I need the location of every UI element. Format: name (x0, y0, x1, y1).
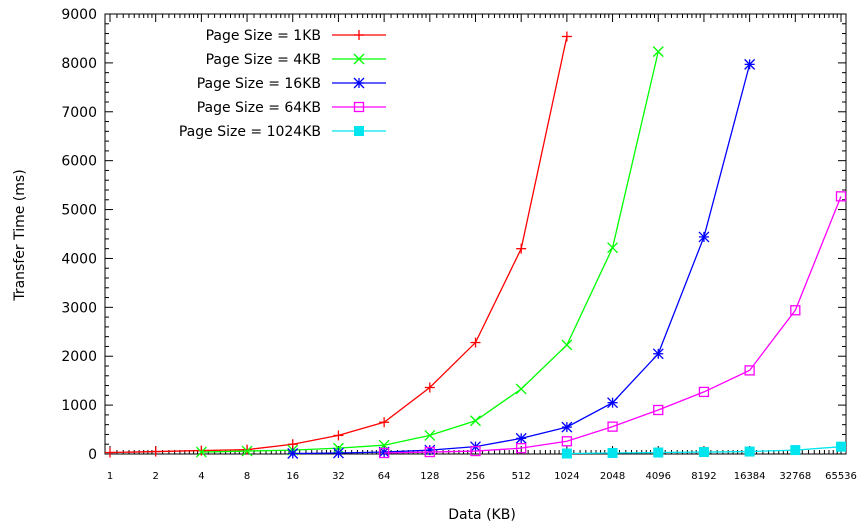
data-point (470, 415, 481, 427)
x-tick-label: 4 (198, 471, 204, 482)
y-tick-label: 0 (88, 447, 97, 463)
data-point (516, 243, 527, 254)
y-tick-label: 1000 (61, 398, 97, 414)
series-line (384, 196, 842, 454)
data-point (561, 339, 573, 351)
y-tick-label: 3000 (61, 300, 97, 316)
data-point (607, 397, 619, 409)
x-tick-label: 65536 (825, 471, 857, 482)
y-axis-ticks: 0 1000 2000 3000 4000 5000 6000 7000 8000 9000 (61, 7, 846, 463)
data-point (561, 31, 572, 42)
data-point (424, 382, 435, 393)
data-point (150, 446, 161, 457)
data-point (836, 441, 846, 452)
x-tick-label: 8192 (691, 471, 716, 482)
legend-label: Page Size = 16KB (197, 76, 321, 92)
y-tick-label: 4000 (61, 251, 97, 267)
x-tick-label: 1 (107, 471, 113, 482)
series-group (105, 31, 847, 459)
x-tick-label: 512 (512, 471, 531, 482)
data-point (241, 445, 253, 457)
y-axis-title: Transfer Time (ms) (12, 169, 28, 301)
x-tick-label: 1024 (554, 471, 579, 482)
data-point (561, 436, 573, 447)
data-point (561, 421, 573, 433)
data-point (379, 417, 390, 428)
data-point (607, 242, 619, 254)
data-point (105, 447, 115, 458)
series-line (292, 64, 751, 455)
legend: Page Size = 1KB Page Size = 4KB Page Size … (179, 28, 386, 140)
x-tick-label: 32768 (779, 471, 811, 482)
x-tick-label: 32 (332, 471, 345, 482)
data-point (653, 404, 664, 416)
x-tick-label: 8 (244, 471, 250, 482)
legend-swatch-marker (354, 126, 364, 136)
x-tick-label: 256 (466, 471, 485, 482)
data-point (515, 383, 527, 395)
y-tick-label: 5000 (61, 203, 97, 219)
y-tick-label: 7000 (61, 105, 97, 121)
x-tick-label: 128 (420, 471, 439, 482)
data-point (835, 191, 847, 202)
x-tick-label: 64 (378, 471, 391, 482)
data-point (698, 386, 710, 398)
data-point (607, 421, 618, 432)
data-point (653, 447, 664, 458)
data-point (652, 46, 664, 58)
y-tick-label: 9000 (61, 7, 97, 23)
data-point (652, 348, 664, 360)
y-tick-label: 2000 (61, 349, 97, 365)
data-point (196, 445, 207, 456)
data-point (698, 231, 710, 243)
legend-swatch-marker (353, 101, 365, 113)
series-5 (561, 441, 846, 459)
series-1 (105, 31, 572, 458)
data-point (515, 432, 527, 444)
x-tick-label: 4096 (646, 471, 671, 482)
data-point (195, 446, 207, 458)
data-point (790, 445, 801, 456)
series-3 (287, 58, 756, 459)
data-point (744, 446, 755, 457)
data-point (424, 446, 435, 458)
legend-label: Page Size = 4KB (206, 52, 321, 68)
data-point (516, 442, 527, 454)
data-point (470, 337, 481, 348)
data-point (470, 445, 481, 457)
data-point (744, 58, 756, 70)
x-tick-label: 2 (153, 471, 159, 482)
data-point (424, 429, 436, 441)
data-point (561, 448, 572, 459)
legend-swatch-marker (353, 77, 365, 89)
data-point (424, 444, 436, 456)
data-point (242, 444, 253, 455)
data-point (698, 447, 709, 458)
series-line (109, 36, 568, 454)
legend-label: Page Size = 1024KB (179, 124, 321, 140)
legend-label: Page Size = 64KB (197, 100, 321, 116)
data-point (744, 365, 755, 376)
x-tick-label: 16384 (734, 471, 766, 482)
data-point (287, 448, 299, 459)
data-point (607, 448, 618, 459)
x-tick-label: 16 (286, 471, 299, 482)
x-tick-label: 2048 (600, 471, 625, 482)
legend-swatch-marker (354, 30, 364, 40)
data-point (790, 305, 801, 316)
data-point (333, 430, 344, 441)
data-point (378, 447, 390, 459)
data-point (287, 439, 298, 450)
x-axis-title: Data (KB) (448, 507, 516, 523)
y-tick-label: 8000 (61, 56, 97, 72)
legend-swatch-marker (353, 53, 365, 65)
legend-label: Page Size = 1KB (206, 28, 321, 44)
data-point (332, 447, 344, 459)
y-tick-label: 6000 (61, 154, 97, 170)
series-4 (378, 191, 847, 459)
